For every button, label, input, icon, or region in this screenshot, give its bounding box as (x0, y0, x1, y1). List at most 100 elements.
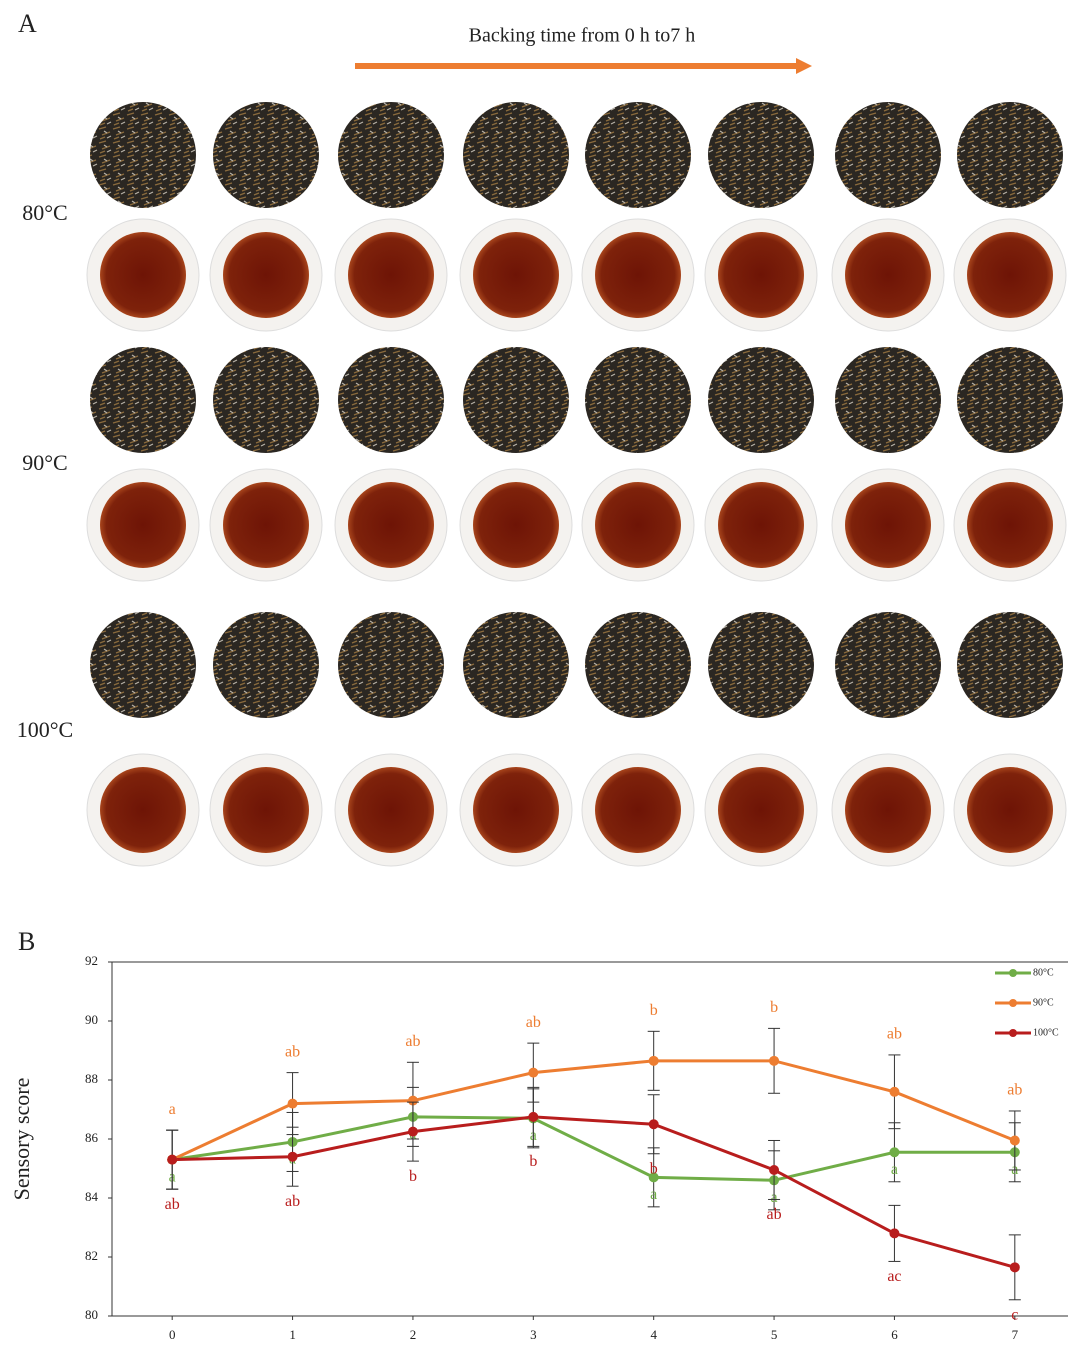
tea-infusion (348, 767, 434, 853)
tea-leaf-photo (957, 347, 1063, 453)
tea-infusion (595, 232, 681, 318)
tea-infusion (473, 767, 559, 853)
tea-infusion (473, 232, 559, 318)
y-tick-label: 84 (85, 1189, 99, 1204)
data-point (287, 1151, 298, 1162)
y-tick-label: 86 (85, 1130, 99, 1145)
significance-letter: ab (1007, 1082, 1022, 1099)
x-tick-label: 5 (771, 1327, 778, 1342)
tea-leaf-photo (835, 102, 941, 208)
tea-infusion (100, 232, 186, 318)
tea-leaf-photo (90, 347, 196, 453)
x-tick-label: 0 (169, 1327, 176, 1342)
tea-infusion (223, 767, 309, 853)
plot-frame (111, 961, 1068, 1317)
y-tick-label: 88 (85, 1071, 98, 1086)
tea-leaf-photo (585, 102, 691, 208)
data-point (769, 1055, 780, 1066)
significance-letter: ac (887, 1268, 901, 1285)
legend-marker (1009, 999, 1017, 1007)
significance-letter: c (1011, 1306, 1018, 1323)
tea-infusion (967, 232, 1053, 318)
series-line (172, 1115, 1016, 1269)
series-line (171, 1059, 1016, 1162)
row-label: 90°C (22, 450, 67, 475)
tea-leaf-photo (585, 347, 691, 453)
tea-infusion (718, 482, 804, 568)
tea-leaf-photo (338, 612, 444, 718)
y-tick-label: 92 (85, 953, 98, 968)
tea-infusion (967, 767, 1053, 853)
data-point (648, 1119, 659, 1130)
tea-leaf-photo (708, 612, 814, 718)
tea-infusion (595, 482, 681, 568)
legend-label: 80°C (1033, 967, 1054, 978)
data-point (648, 1055, 659, 1066)
legend-label: 90°C (1033, 997, 1054, 1008)
y-tick-label: 90 (85, 1012, 98, 1027)
tea-infusion (718, 232, 804, 318)
tea-leaf-photo (957, 102, 1063, 208)
tea-leaf-photo (90, 612, 196, 718)
tea-infusion (223, 482, 309, 568)
legend-marker (1009, 1029, 1017, 1037)
significance-letter: a (169, 1101, 176, 1118)
data-point (528, 1111, 539, 1122)
tea-leaf-photo (213, 347, 319, 453)
photo-grid (86, 102, 1067, 867)
data-point (167, 1154, 178, 1165)
significance-letter: b (529, 1153, 537, 1170)
significance-letter: ab (285, 1193, 300, 1210)
tea-infusion (845, 482, 931, 568)
tea-leaf-photo (463, 347, 569, 453)
tea-leaf-photo (338, 102, 444, 208)
data-point (287, 1098, 298, 1109)
significance-letter: b (770, 999, 778, 1016)
tea-infusion (348, 232, 434, 318)
data-point (407, 1095, 418, 1106)
arrow-head (796, 58, 812, 74)
significance-letter: ab (887, 1026, 902, 1043)
data-point (528, 1067, 539, 1078)
significance-letter: ab (405, 1033, 420, 1050)
data-point (769, 1164, 780, 1175)
significance-letter: ab (526, 1014, 541, 1031)
tea-infusion (845, 232, 931, 318)
tea-leaf-photo (463, 612, 569, 718)
data-point (648, 1172, 659, 1183)
y-axis-title: Sensory score (9, 1078, 34, 1201)
tea-leaf-photo (90, 102, 196, 208)
x-tick-label: 1 (289, 1327, 296, 1342)
y-tick-label: 80 (85, 1307, 98, 1322)
tea-infusion (718, 767, 804, 853)
significance-letter: b (650, 1002, 658, 1019)
x-tick-label: 7 (1012, 1327, 1019, 1342)
data-point (889, 1228, 900, 1239)
significance-letter: a (650, 1186, 657, 1203)
significance-letter: ab (767, 1206, 782, 1223)
row-label: 100°C (17, 717, 73, 742)
tea-infusion (595, 767, 681, 853)
x-tick-label: 3 (530, 1327, 537, 1342)
tea-infusion (100, 482, 186, 568)
series-line (171, 1115, 1015, 1182)
data-point (889, 1086, 900, 1097)
tea-leaf-photo (708, 102, 814, 208)
row-label: 80°C (22, 200, 67, 225)
tea-infusion (967, 482, 1053, 568)
significance-letter: ab (285, 1043, 300, 1060)
data-point (1009, 1262, 1020, 1273)
tea-leaf-photo (213, 612, 319, 718)
x-tick-label: 2 (410, 1327, 417, 1342)
tea-leaf-photo (463, 102, 569, 208)
data-point (407, 1126, 418, 1137)
arrow-text: Backing time from 0 h to7 h (469, 25, 696, 47)
tea-infusion (100, 767, 186, 853)
tea-infusion (223, 232, 309, 318)
tea-infusion (473, 482, 559, 568)
tea-infusion (845, 767, 931, 853)
x-tick-label: 4 (650, 1327, 657, 1342)
tea-infusion (348, 482, 434, 568)
tea-leaf-photo (338, 347, 444, 453)
